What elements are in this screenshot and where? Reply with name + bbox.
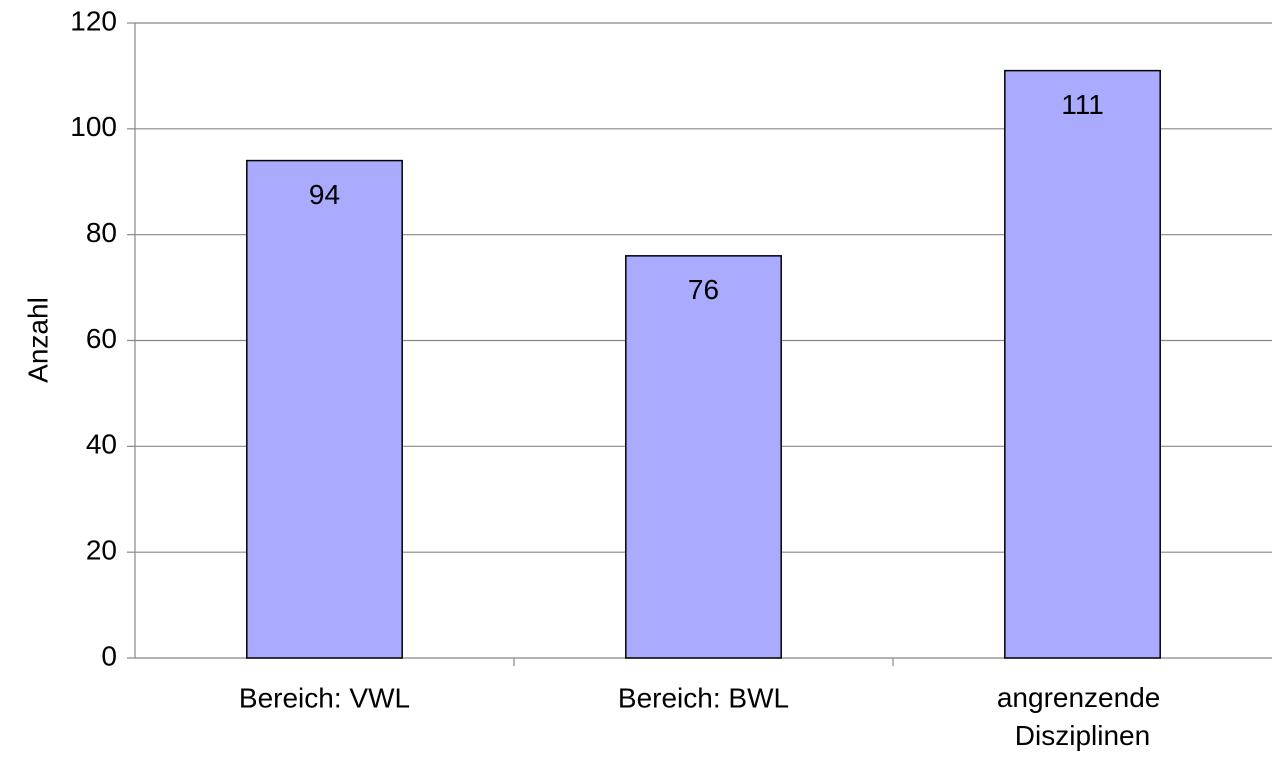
y-tick-label: 100 xyxy=(70,111,117,142)
y-tick-label: 120 xyxy=(70,5,117,36)
bar xyxy=(1004,69,1161,659)
y-tick-label: 40 xyxy=(86,429,117,460)
y-tick-label: 80 xyxy=(86,217,117,248)
bar xyxy=(246,159,403,659)
value-label: 111 xyxy=(1061,89,1104,120)
y-tick-label: 60 xyxy=(86,323,117,354)
y-tick-label: 20 xyxy=(86,535,117,566)
value-label: 94 xyxy=(309,179,340,210)
y-axis-label: Anzahl xyxy=(22,297,53,383)
y-tick-label: 0 xyxy=(101,640,117,671)
x-tick-label: Bereich: VWL xyxy=(239,682,410,713)
x-tick-label: Bereich: BWL xyxy=(618,682,789,713)
value-label: 76 xyxy=(688,274,719,305)
bar xyxy=(625,255,782,659)
x-tick-label: angrenzende Disziplinen xyxy=(997,682,1168,751)
